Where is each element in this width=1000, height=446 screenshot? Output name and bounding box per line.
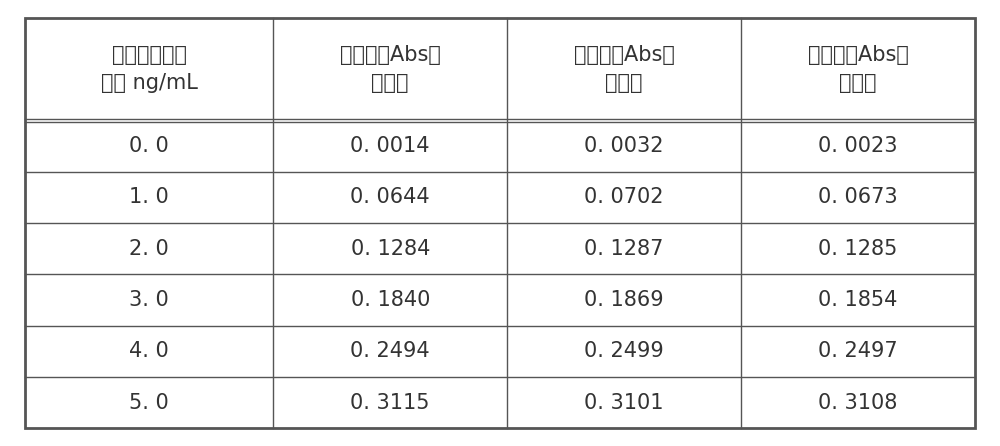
Text: 1. 0: 1. 0 bbox=[129, 187, 169, 207]
Text: 标准溶液系列: 标准溶液系列 bbox=[112, 45, 187, 65]
Text: 2. 0: 2. 0 bbox=[129, 239, 169, 259]
Text: 0. 0014: 0. 0014 bbox=[350, 136, 430, 156]
Text: 0. 0644: 0. 0644 bbox=[350, 187, 430, 207]
Text: 吸光度（Abs）: 吸光度（Abs） bbox=[808, 45, 908, 65]
Text: 0. 0023: 0. 0023 bbox=[818, 136, 898, 156]
Text: 0. 3101: 0. 3101 bbox=[584, 392, 664, 413]
Text: 0. 1287: 0. 1287 bbox=[584, 239, 664, 259]
Text: 0. 0673: 0. 0673 bbox=[818, 187, 898, 207]
Text: 0. 2497: 0. 2497 bbox=[818, 341, 898, 361]
Text: 4. 0: 4. 0 bbox=[129, 341, 169, 361]
Text: 0. 1840: 0. 1840 bbox=[351, 290, 430, 310]
Text: 0. 0702: 0. 0702 bbox=[584, 187, 664, 207]
Text: 0. 1284: 0. 1284 bbox=[351, 239, 430, 259]
Text: 0. 1869: 0. 1869 bbox=[584, 290, 664, 310]
Text: 平均值: 平均值 bbox=[839, 74, 877, 94]
Text: 吸光度（Abs）: 吸光度（Abs） bbox=[574, 45, 675, 65]
Text: 吸光度（Abs）: 吸光度（Abs） bbox=[340, 45, 441, 65]
Text: 3. 0: 3. 0 bbox=[129, 290, 169, 310]
Text: 0. 3108: 0. 3108 bbox=[818, 392, 898, 413]
Text: 浓度 ng/mL: 浓度 ng/mL bbox=[101, 74, 198, 94]
Text: 0. 1854: 0. 1854 bbox=[818, 290, 898, 310]
Text: 0. 2494: 0. 2494 bbox=[350, 341, 430, 361]
Text: 0. 0032: 0. 0032 bbox=[584, 136, 664, 156]
Text: 0. 0: 0. 0 bbox=[129, 136, 169, 156]
Text: 0. 3115: 0. 3115 bbox=[350, 392, 430, 413]
Text: 0. 2499: 0. 2499 bbox=[584, 341, 664, 361]
Text: 5. 0: 5. 0 bbox=[129, 392, 169, 413]
Text: 第一次: 第一次 bbox=[371, 74, 409, 94]
Text: 第二次: 第二次 bbox=[605, 74, 643, 94]
Text: 0. 1285: 0. 1285 bbox=[818, 239, 898, 259]
